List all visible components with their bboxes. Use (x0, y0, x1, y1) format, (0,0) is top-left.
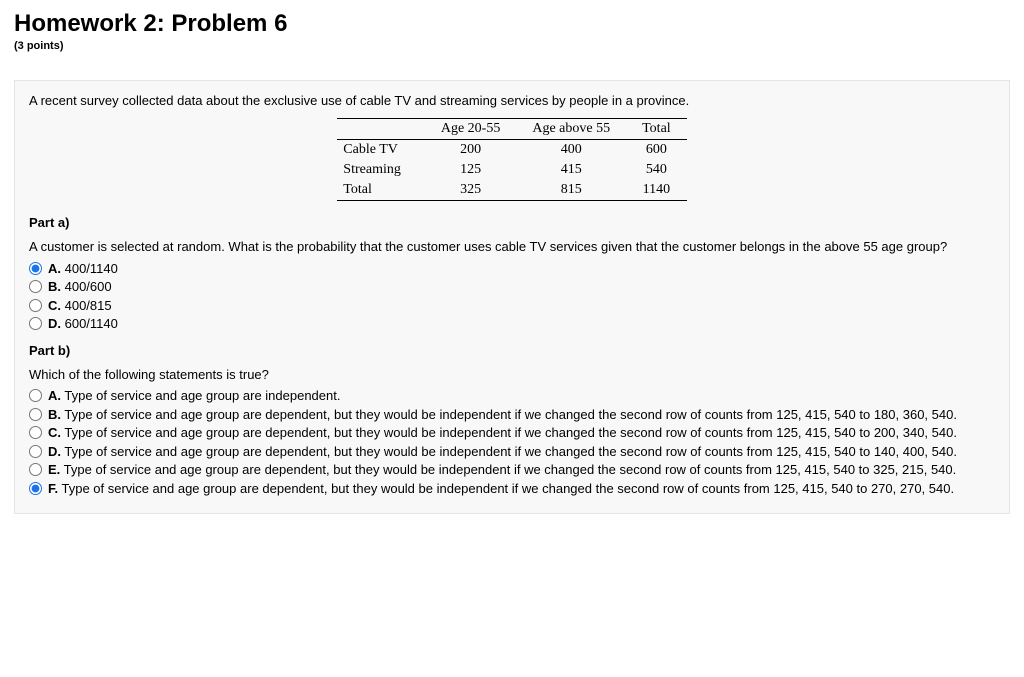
answer-text: C. 400/815 (48, 297, 995, 315)
answer-radio[interactable] (29, 262, 42, 275)
table-cell: 815 (516, 180, 626, 201)
table-cell: 1140 (626, 180, 687, 201)
answer-letter: B. (48, 279, 61, 294)
answer-text: D. Type of service and age group are dep… (48, 443, 995, 461)
table-header-cell: Total (626, 119, 687, 140)
answer-letter: A. (48, 388, 61, 403)
answer-radio[interactable] (29, 317, 42, 330)
answer-option[interactable]: E. Type of service and age group are dep… (29, 461, 995, 479)
answer-body: Type of service and age group are depend… (58, 481, 954, 496)
table-header-cell (337, 119, 425, 140)
page-title: Homework 2: Problem 6 (14, 10, 1010, 38)
answer-option[interactable]: C. Type of service and age group are dep… (29, 424, 995, 442)
answer-text: A. 400/1140 (48, 260, 995, 278)
answer-letter: F. (48, 481, 58, 496)
answer-letter: D. (48, 316, 61, 331)
part-a-title: Part a) (29, 215, 995, 230)
table-cell: 125 (425, 160, 517, 180)
part-a-options: A. 400/1140B. 400/600C. 400/815D. 600/11… (29, 260, 995, 333)
answer-body: Type of service and age group are indepe… (61, 388, 340, 403)
table-header-row: Age 20-55 Age above 55 Total (337, 119, 686, 140)
answer-radio[interactable] (29, 445, 42, 458)
answer-text: E. Type of service and age group are dep… (48, 461, 995, 479)
table-cell: 600 (626, 140, 687, 161)
answer-text: B. Type of service and age group are dep… (48, 406, 995, 424)
answer-body: 400/600 (61, 279, 112, 294)
table-row: Streaming 125 415 540 (337, 160, 686, 180)
table-header-cell: Age 20-55 (425, 119, 517, 140)
part-b-question: Which of the following statements is tru… (29, 366, 995, 384)
table-cell: 325 (425, 180, 517, 201)
table-cell: Streaming (337, 160, 425, 180)
answer-option[interactable]: A. Type of service and age group are ind… (29, 387, 995, 405)
answer-body: Type of service and age group are depend… (60, 462, 956, 477)
table-row: Total 325 815 1140 (337, 180, 686, 201)
answer-radio[interactable] (29, 299, 42, 312)
answer-radio[interactable] (29, 463, 42, 476)
answer-radio[interactable] (29, 426, 42, 439)
answer-option[interactable]: A. 400/1140 (29, 260, 995, 278)
answer-letter: D. (48, 444, 61, 459)
part-b-title: Part b) (29, 343, 995, 358)
table-cell: 200 (425, 140, 517, 161)
answer-body: Type of service and age group are depend… (61, 407, 957, 422)
answer-body: Type of service and age group are depend… (61, 425, 957, 440)
problem-box: A recent survey collected data about the… (14, 80, 1010, 514)
table-cell: Total (337, 180, 425, 201)
answer-text: A. Type of service and age group are ind… (48, 387, 995, 405)
answer-radio[interactable] (29, 482, 42, 495)
answer-body: Type of service and age group are depend… (61, 444, 957, 459)
table-cell: 400 (516, 140, 626, 161)
answer-text: B. 400/600 (48, 278, 995, 296)
answer-radio[interactable] (29, 389, 42, 402)
intro-text: A recent survey collected data about the… (29, 93, 995, 108)
table-cell: 540 (626, 160, 687, 180)
answer-body: 400/1140 (61, 261, 118, 276)
points-label: (3 points) (14, 40, 1010, 52)
answer-letter: E. (48, 462, 60, 477)
answer-option[interactable]: F. Type of service and age group are dep… (29, 480, 995, 498)
answer-option[interactable]: B. 400/600 (29, 278, 995, 296)
answer-letter: C. (48, 425, 61, 440)
answer-text: F. Type of service and age group are dep… (48, 480, 995, 498)
answer-option[interactable]: B. Type of service and age group are dep… (29, 406, 995, 424)
answer-radio[interactable] (29, 408, 42, 421)
answer-letter: A. (48, 261, 61, 276)
answer-radio[interactable] (29, 280, 42, 293)
answer-text: D. 600/1140 (48, 315, 995, 333)
answer-letter: B. (48, 407, 61, 422)
table-header-cell: Age above 55 (516, 119, 626, 140)
answer-option[interactable]: C. 400/815 (29, 297, 995, 315)
table-cell: Cable TV (337, 140, 425, 161)
data-table: Age 20-55 Age above 55 Total Cable TV 20… (337, 118, 686, 201)
table-cell: 415 (516, 160, 626, 180)
part-b-options: A. Type of service and age group are ind… (29, 387, 995, 497)
answer-letter: C. (48, 298, 61, 313)
answer-text: C. Type of service and age group are dep… (48, 424, 995, 442)
table-row: Cable TV 200 400 600 (337, 140, 686, 161)
part-a-question: A customer is selected at random. What i… (29, 238, 995, 256)
answer-body: 600/1140 (61, 316, 118, 331)
answer-option[interactable]: D. 600/1140 (29, 315, 995, 333)
answer-body: 400/815 (61, 298, 112, 313)
answer-option[interactable]: D. Type of service and age group are dep… (29, 443, 995, 461)
